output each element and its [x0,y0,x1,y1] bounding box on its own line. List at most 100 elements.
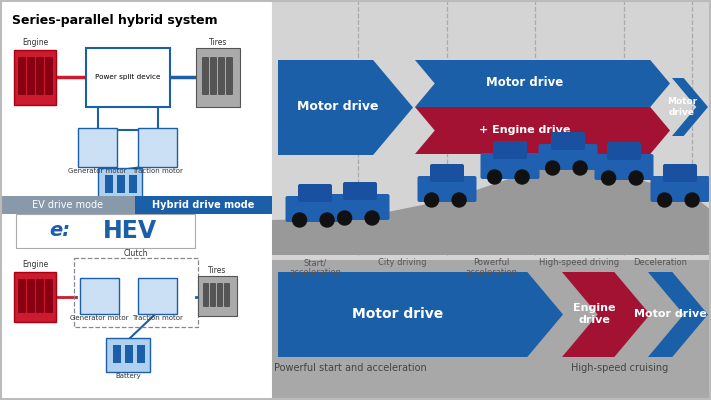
FancyBboxPatch shape [98,168,142,202]
Text: Traction motor: Traction motor [132,315,183,321]
FancyBboxPatch shape [117,175,125,193]
FancyBboxPatch shape [430,164,464,182]
FancyBboxPatch shape [125,345,133,363]
Polygon shape [278,272,563,357]
Text: Motor drive: Motor drive [486,76,564,90]
Circle shape [424,193,439,207]
FancyBboxPatch shape [138,278,177,314]
FancyBboxPatch shape [594,154,653,180]
Circle shape [573,161,587,175]
Polygon shape [415,60,670,107]
Circle shape [293,213,306,227]
Text: High-speed cruising: High-speed cruising [572,363,668,373]
Text: City driving: City driving [378,258,427,267]
Text: Powerful start and acceleration: Powerful start and acceleration [274,363,427,373]
FancyBboxPatch shape [45,57,53,95]
Text: Series-parallel hybrid system: Series-parallel hybrid system [12,14,218,27]
FancyBboxPatch shape [16,214,195,248]
Text: Tires: Tires [209,38,228,47]
Circle shape [545,161,560,175]
Text: Tires: Tires [208,266,227,275]
Text: Motor drive: Motor drive [634,309,706,319]
Circle shape [488,170,501,184]
Bar [0,210,272,400]
Polygon shape [648,272,708,357]
Text: Powerful
acceleration: Powerful acceleration [465,258,517,278]
FancyBboxPatch shape [493,141,527,159]
Text: Motor drive: Motor drive [353,307,444,321]
FancyBboxPatch shape [210,57,217,95]
FancyBboxPatch shape [331,194,390,220]
Circle shape [320,213,334,227]
Text: e:: e: [50,222,70,240]
FancyBboxPatch shape [129,175,137,193]
Text: Start/
acceleration: Start/ acceleration [289,258,341,278]
Polygon shape [415,107,670,154]
FancyBboxPatch shape [663,164,697,182]
FancyBboxPatch shape [138,128,177,167]
Text: Battery: Battery [115,373,141,379]
Text: Motor
drive: Motor drive [667,97,697,117]
FancyBboxPatch shape [105,175,113,193]
FancyBboxPatch shape [45,279,53,313]
FancyBboxPatch shape [481,153,540,179]
FancyBboxPatch shape [80,278,119,314]
Text: Hybrid drive mode: Hybrid drive mode [152,200,255,210]
Text: High-speed driving: High-speed driving [539,258,619,267]
FancyBboxPatch shape [417,176,476,202]
Circle shape [658,193,672,207]
FancyBboxPatch shape [343,182,377,200]
FancyBboxPatch shape [538,144,597,170]
FancyBboxPatch shape [27,279,35,313]
Circle shape [365,211,379,225]
Bar [272,260,711,400]
Text: Engine: Engine [22,38,48,47]
Circle shape [685,193,699,207]
Text: Traction motor: Traction motor [132,168,183,174]
FancyBboxPatch shape [217,283,223,307]
FancyBboxPatch shape [286,196,345,222]
Bar [0,0,272,200]
Text: Deceleration: Deceleration [633,258,687,267]
FancyBboxPatch shape [298,184,332,202]
FancyBboxPatch shape [651,176,710,202]
Bar [135,196,272,214]
FancyBboxPatch shape [36,57,44,95]
Circle shape [452,193,466,207]
Text: Engine: Engine [22,260,48,269]
FancyBboxPatch shape [226,57,233,95]
Text: HEV: HEV [103,219,157,243]
Circle shape [602,171,616,185]
Text: Generator motor: Generator motor [68,168,127,174]
Circle shape [338,211,352,225]
Text: + Engine drive: + Engine drive [479,125,571,135]
Bar [0,196,135,214]
Circle shape [515,170,529,184]
FancyBboxPatch shape [14,272,56,322]
Circle shape [629,171,643,185]
FancyBboxPatch shape [137,345,145,363]
FancyBboxPatch shape [18,57,26,95]
FancyBboxPatch shape [18,279,26,313]
Text: Motor drive: Motor drive [297,100,379,114]
FancyBboxPatch shape [607,142,641,160]
Polygon shape [672,78,708,136]
FancyBboxPatch shape [203,283,209,307]
Text: EV drive mode: EV drive mode [33,200,104,210]
FancyBboxPatch shape [218,57,225,95]
Text: Generator motor: Generator motor [70,315,129,321]
FancyBboxPatch shape [224,283,230,307]
Polygon shape [278,60,413,155]
Polygon shape [562,272,650,357]
FancyBboxPatch shape [113,345,121,363]
FancyBboxPatch shape [196,48,240,107]
Bar [272,0,711,260]
FancyBboxPatch shape [86,48,170,107]
FancyBboxPatch shape [14,50,56,105]
FancyBboxPatch shape [551,132,585,150]
FancyBboxPatch shape [106,338,150,372]
Text: Power split device: Power split device [95,74,161,80]
Text: Battery: Battery [107,203,133,209]
Text: Engine
drive: Engine drive [573,303,615,325]
Polygon shape [272,165,711,255]
